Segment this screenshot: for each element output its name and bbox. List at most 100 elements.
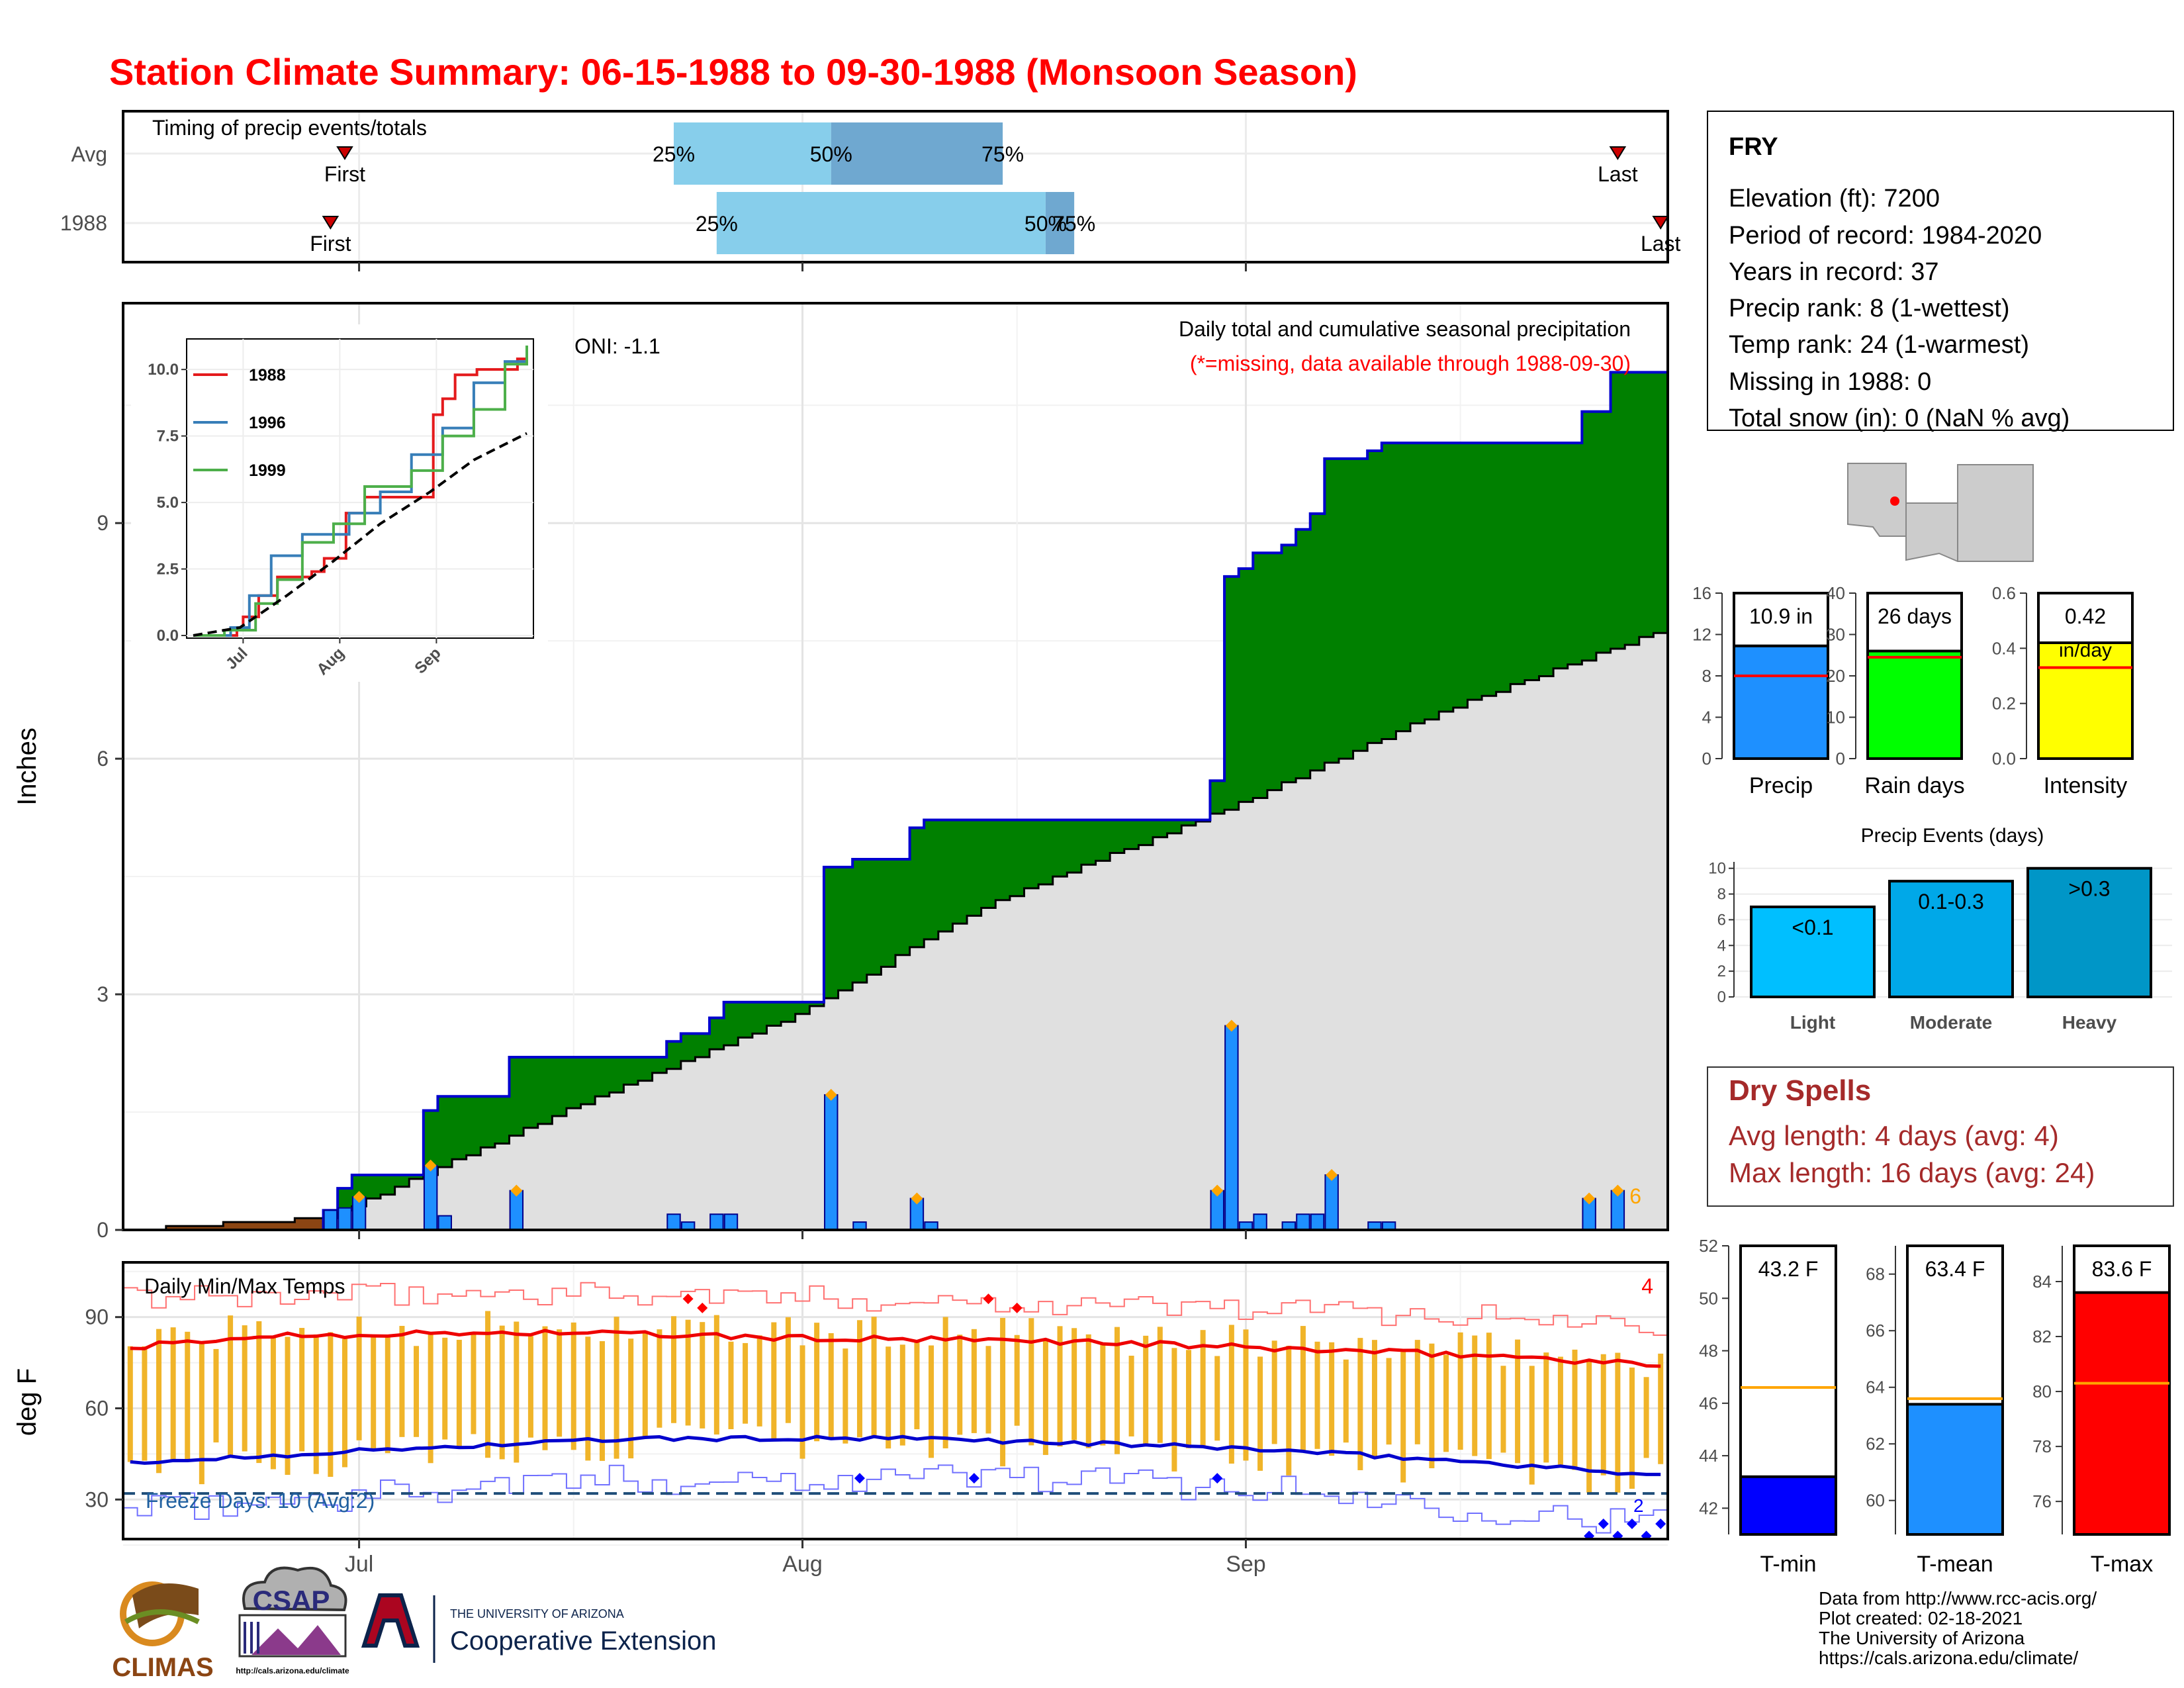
daily-temp-range-bar xyxy=(957,1335,963,1435)
temp-summary-bar-0: 42 44 46 48 50 52 43.2 F T-min xyxy=(1699,1236,1837,1577)
daily-temp-range-bar xyxy=(385,1336,390,1454)
dry-spells-max: Max length: 16 days (avg: 24) xyxy=(1729,1157,2095,1188)
y-tick-label: 5.0 xyxy=(157,494,179,512)
daily-temp-range-bar xyxy=(527,1336,533,1438)
record-max-line xyxy=(123,1282,1668,1336)
timing-last-label: Last xyxy=(1641,232,1681,256)
daily-temp-range-bar xyxy=(914,1342,920,1430)
event-bar-label: 0.1-0.3 xyxy=(1918,890,1984,914)
timing-first-marker xyxy=(336,146,353,160)
record-high-marker xyxy=(1011,1302,1023,1313)
legend-label: 1999 xyxy=(249,461,286,480)
record-low-marker xyxy=(1655,1519,1666,1530)
daily-temp-range-bar xyxy=(1085,1334,1091,1448)
daily-temp-range-bar xyxy=(628,1338,634,1459)
daily-precip-bar xyxy=(680,1221,696,1230)
y-tick-label: 62 xyxy=(1866,1434,1885,1454)
timing-last-marker xyxy=(1609,146,1627,160)
daily-temp-range-bar xyxy=(1271,1340,1277,1444)
y-tick-label: 3 xyxy=(97,982,109,1006)
daily-temp-range-bar xyxy=(270,1337,276,1470)
y-tick-label: 60 xyxy=(85,1396,109,1420)
timing-row-1988-label: 1988 xyxy=(60,211,107,235)
ua-logo-top: THE UNIVERSITY OF ARIZONA xyxy=(450,1607,624,1620)
dry-spells-avg: Avg length: 4 days (avg: 4) xyxy=(1729,1120,2059,1151)
y-tick-label: 0 xyxy=(1717,988,1726,1006)
daily-temp-range-bar xyxy=(1243,1329,1249,1461)
daily-precip-bar xyxy=(1381,1221,1396,1230)
timing-row-avg-label: Avg xyxy=(71,142,107,166)
daily-temp-range-bar xyxy=(1586,1360,1592,1493)
station-line: Years in record: 37 xyxy=(1729,258,1939,286)
timing-label: Timing of precip events/totals xyxy=(152,116,427,140)
deficit-area xyxy=(123,1210,338,1230)
inset-average-line xyxy=(193,432,527,637)
y-tick-label: 0 xyxy=(1836,749,1845,769)
daily-precip-bar xyxy=(666,1213,681,1230)
daily-temp-range-bar xyxy=(442,1337,448,1440)
heavy-event-marker xyxy=(510,1184,523,1197)
average-min-line xyxy=(130,1434,1661,1476)
daily-temp-range-bar xyxy=(1157,1327,1163,1443)
footer-credits: Data from http://www.rcc-acis.org/ Plot … xyxy=(1819,1588,2097,1668)
daily-temp-range-bar xyxy=(1472,1335,1478,1456)
summary-value-unit: in/day xyxy=(2059,639,2112,661)
daily-temp-range-bar xyxy=(1557,1356,1563,1465)
daily-precip-bar xyxy=(437,1215,452,1230)
x-tick-label: Sep xyxy=(1226,1552,1266,1577)
y-tick-label: 78 xyxy=(2032,1436,2052,1456)
daily-temp-range-bar xyxy=(299,1328,305,1452)
y-tick-label: 0.6 xyxy=(1992,583,2016,603)
dry-spells-title: Dry Spells xyxy=(1729,1074,1871,1107)
temp-summary-bar-2: 76 78 80 82 84 83.6 F T-max xyxy=(2032,1244,2171,1577)
daily-temp-range-bar xyxy=(1386,1358,1392,1445)
daily-temp-range-bar xyxy=(1486,1333,1492,1460)
legend-label: 1996 xyxy=(249,414,286,432)
ua-cooperative-extension-logo: THE UNIVERSITY OF ARIZONA Cooperative Ex… xyxy=(361,1593,716,1663)
y-tick-label: 48 xyxy=(1699,1341,1718,1361)
daily-temp-range-bar xyxy=(899,1344,905,1446)
temp-summary-bar-1: 60 62 64 66 68 63.4 F T-mean xyxy=(1866,1244,2004,1577)
events-title: Precip Events (days) xyxy=(1861,825,2044,847)
daily-temp-range-bar xyxy=(1443,1354,1449,1452)
daily-temp-range-bar xyxy=(557,1329,563,1437)
record-high-marker xyxy=(983,1293,994,1305)
y-tick-label: 0.0 xyxy=(1992,749,2016,769)
daily-temp-range-bar xyxy=(170,1327,176,1462)
daily-temp-range-bar xyxy=(1343,1359,1349,1443)
y-tick-label: 10 xyxy=(1826,708,1845,727)
y-tick-label: 82 xyxy=(2032,1327,2052,1346)
daily-temp-range-bar xyxy=(570,1322,576,1450)
daily-temp-range-bar xyxy=(713,1315,719,1435)
daily-precip-bar xyxy=(338,1207,352,1230)
record-low-marker xyxy=(1598,1519,1609,1530)
daily-temp-range-bar xyxy=(1000,1317,1006,1467)
daily-temp-range-bar xyxy=(1515,1339,1521,1464)
y-tick-label: 2 xyxy=(1717,962,1726,980)
daily-precip-bar xyxy=(924,1221,938,1230)
daily-temp-range-bar xyxy=(313,1334,319,1474)
daily-temp-range-bar xyxy=(328,1332,334,1477)
y-tick-label: 9 xyxy=(97,511,109,535)
record-high-marker xyxy=(697,1302,708,1313)
timing-q50-q75-bar xyxy=(1045,192,1075,254)
y-tick-label: 66 xyxy=(1866,1321,1885,1340)
y-tick-label: 6 xyxy=(1717,911,1726,929)
y-tick-label: 12 xyxy=(1692,625,1711,645)
daily-temp-range-bar xyxy=(1529,1366,1535,1485)
freeze-days-label: Freeze Days: 10 (Avg:2) xyxy=(146,1489,375,1513)
daily-precip-bar xyxy=(323,1209,338,1230)
record-low-marker xyxy=(968,1473,979,1484)
record-low-marker xyxy=(1641,1530,1652,1539)
daily-temp-range-bar xyxy=(756,1335,762,1427)
climas-logo: CLIMAS xyxy=(112,1581,214,1682)
average-max-line xyxy=(130,1329,1661,1368)
surplus-area xyxy=(123,372,1668,1230)
record-min-line xyxy=(123,1464,1668,1534)
y-tick-label: 76 xyxy=(2032,1491,2052,1511)
daily-temp-range-bar xyxy=(228,1315,234,1456)
footer-line: The University of Arizona xyxy=(1819,1628,2025,1648)
heavy-event-marker xyxy=(1225,1019,1238,1032)
station-line: Temp rank: 24 (1-warmest) xyxy=(1729,331,2029,359)
y-tick-label: 10 xyxy=(1708,860,1726,878)
